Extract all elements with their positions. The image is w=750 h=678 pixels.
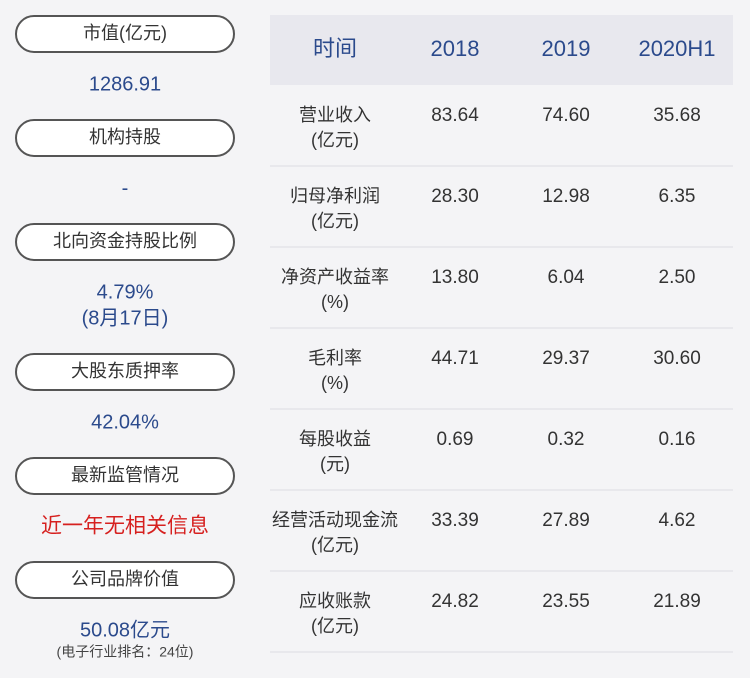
cell-value: 83.64 xyxy=(431,105,479,126)
pill xyxy=(15,223,235,261)
pill-label: 机构持股 xyxy=(89,127,161,147)
pill-label: 最新监管情况 xyxy=(71,465,179,485)
row-label: (元) xyxy=(320,454,350,474)
pill xyxy=(15,457,235,495)
pill-label: 市值(亿元) xyxy=(83,23,167,43)
cell-value: 35.68 xyxy=(653,105,701,126)
metric-value: - xyxy=(122,177,129,199)
row-label: (亿元) xyxy=(311,535,359,555)
metric-value: 42.04% xyxy=(91,411,159,433)
metric-sub: (电子行业排名：24位) xyxy=(57,644,194,660)
cell-value: 13.80 xyxy=(431,267,479,288)
cell-value: 12.98 xyxy=(542,186,590,207)
cell-value: 0.16 xyxy=(659,429,696,450)
metric-value: 1286.91 xyxy=(89,73,161,95)
row-label: 每股收益 xyxy=(299,429,371,449)
pill xyxy=(15,15,235,53)
cell-value: 44.71 xyxy=(431,348,479,369)
cell-value: 30.60 xyxy=(653,348,701,369)
cell-value: 6.35 xyxy=(659,186,696,207)
table-header: 2019 xyxy=(542,36,591,61)
pill-label: 北向资金持股比例 xyxy=(53,231,197,251)
cell-value: 0.32 xyxy=(548,429,585,450)
cell-value: 28.30 xyxy=(431,186,479,207)
cell-value: 4.62 xyxy=(659,510,696,531)
row-label: (亿元) xyxy=(311,130,359,150)
row-label: (%) xyxy=(321,292,349,312)
row-label: 经营活动现金流 xyxy=(272,510,398,530)
row-label: 净资产收益率 xyxy=(281,267,389,287)
cell-value: 74.60 xyxy=(542,105,590,126)
table-header: 时间 xyxy=(313,36,357,61)
row-label: 毛利率 xyxy=(308,348,362,368)
pill xyxy=(15,119,235,157)
row-label: 归母净利润 xyxy=(290,186,380,206)
cell-value: 27.89 xyxy=(542,510,590,531)
cell-value: 29.37 xyxy=(542,348,590,369)
pill-label: 大股东质押率 xyxy=(71,361,179,381)
row-label: (亿元) xyxy=(311,211,359,231)
cell-value: 33.39 xyxy=(431,510,479,531)
table-header: 2018 xyxy=(431,36,480,61)
row-label: 应收账款 xyxy=(299,591,371,611)
cell-value: 6.04 xyxy=(548,267,585,288)
cell-value: 0.69 xyxy=(437,429,474,450)
table-header-bg xyxy=(270,15,733,85)
cell-value: 2.50 xyxy=(659,267,696,288)
metric-note: (8月17日) xyxy=(82,307,169,329)
table-header: 2020H1 xyxy=(638,36,715,61)
cell-value: 21.89 xyxy=(653,591,701,612)
row-label: (亿元) xyxy=(311,616,359,636)
cell-value: 23.55 xyxy=(542,591,590,612)
row-label: (%) xyxy=(321,373,349,393)
pill-label: 公司品牌价值 xyxy=(71,569,179,589)
cell-value: 24.82 xyxy=(431,591,479,612)
pill xyxy=(15,353,235,391)
row-label: 营业收入 xyxy=(299,105,371,125)
metric-value: 4.79% xyxy=(97,281,154,303)
pill xyxy=(15,561,235,599)
metric-value: 近一年无相关信息 xyxy=(41,515,209,538)
metric-value: 50.08亿元 xyxy=(80,618,170,641)
